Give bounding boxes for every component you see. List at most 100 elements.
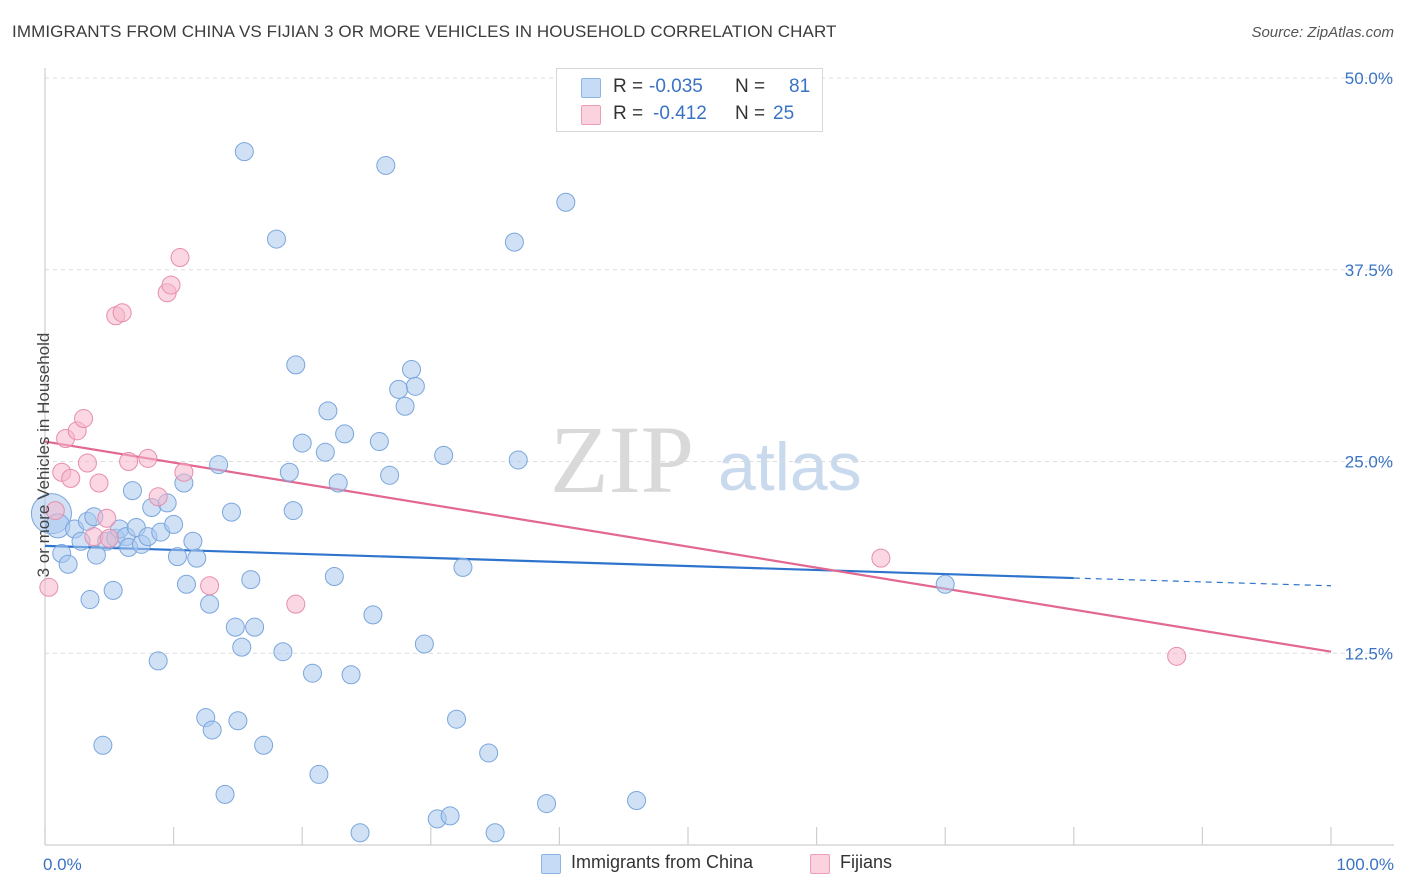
point-china <box>286 355 306 375</box>
point-china <box>122 481 142 501</box>
y-tick-label: 37.5% <box>1345 261 1393 280</box>
point-china <box>187 548 207 568</box>
point-china <box>215 784 235 804</box>
point-china <box>447 709 467 729</box>
point-china <box>376 155 396 175</box>
legend-swatch-fijians <box>810 854 830 874</box>
r-value: -0.412 <box>653 103 707 124</box>
point-china <box>164 514 184 534</box>
point-china <box>93 735 113 755</box>
point-china <box>350 823 370 843</box>
point-china <box>292 433 312 453</box>
point-china <box>245 617 265 637</box>
x-tick-label-max: 100.0% <box>1336 855 1394 874</box>
point-china <box>80 590 100 610</box>
point-china <box>935 574 955 594</box>
point-china <box>341 665 361 685</box>
point-china <box>225 617 245 637</box>
legend-label-fijians: Fijians <box>840 852 893 872</box>
point-china <box>485 823 505 843</box>
axes <box>44 68 1394 846</box>
point-china <box>266 229 286 249</box>
point-china <box>234 142 254 162</box>
trend-line-china <box>44 544 1074 580</box>
tick-labels: 12.5% 25.0% 37.5% 50.0% 0.0% 100.0% <box>43 69 1394 874</box>
point-china <box>283 501 303 521</box>
point-china <box>389 379 409 399</box>
legend-swatch-china <box>541 854 561 874</box>
point-china <box>504 232 524 252</box>
point-china <box>202 720 222 740</box>
point-china <box>380 465 400 485</box>
point-china <box>440 806 460 826</box>
point-china <box>103 580 123 600</box>
point-fijians <box>1167 646 1187 666</box>
point-china <box>309 764 329 784</box>
n-label: N = <box>735 103 766 124</box>
trend-extension-china <box>1073 577 1332 587</box>
point-china <box>209 455 229 475</box>
point-fijians <box>174 462 194 482</box>
data-points <box>30 142 1187 843</box>
y-axis-label: 3 or more Vehicles in Household <box>34 332 53 578</box>
y-tick-label: 12.5% <box>1345 644 1393 663</box>
point-china <box>183 531 203 551</box>
point-china <box>318 401 338 421</box>
point-fijians <box>138 448 158 468</box>
x-tick-label-min: 0.0% <box>43 855 82 874</box>
point-china <box>167 547 187 567</box>
y-tick-label: 25.0% <box>1345 453 1393 472</box>
point-china <box>86 545 106 565</box>
point-china <box>273 642 293 662</box>
point-china <box>200 594 220 614</box>
point-china <box>228 711 248 731</box>
point-china <box>402 359 422 379</box>
point-china <box>232 637 252 657</box>
point-china <box>335 424 355 444</box>
point-fijians <box>45 501 65 521</box>
r-label: R = <box>613 103 644 124</box>
point-fijians <box>286 594 306 614</box>
source-credit: Source: ZipAtlas.com <box>1251 24 1394 41</box>
y-tick-label: 50.0% <box>1345 69 1393 88</box>
point-china <box>537 794 557 814</box>
point-fijians <box>97 508 117 528</box>
point-china <box>414 634 434 654</box>
point-fijians <box>119 452 139 471</box>
point-fijians <box>871 548 891 568</box>
point-china <box>395 396 415 416</box>
point-china <box>363 605 383 625</box>
stats-legend: R = -0.035 N = 81 R = -0.412 N = 25 <box>556 68 823 132</box>
watermark-atlas: atlas <box>718 429 862 505</box>
point-china <box>279 462 299 482</box>
point-china <box>221 502 241 522</box>
point-fijians <box>61 468 81 488</box>
point-china <box>148 651 168 671</box>
stats-row-fijians: R = -0.412 N = 25 <box>557 101 822 127</box>
point-china <box>176 574 196 594</box>
r-label: R = <box>613 76 644 97</box>
legend-label-china: Immigrants from China <box>571 852 754 872</box>
point-china <box>556 192 576 212</box>
n-value: 25 <box>773 103 795 124</box>
point-fijians <box>200 576 220 596</box>
trend-lines <box>44 440 1332 653</box>
point-china <box>302 663 322 683</box>
point-china <box>315 442 335 462</box>
point-fijians <box>148 487 168 507</box>
r-value: -0.035 <box>649 76 703 97</box>
point-china <box>254 735 274 755</box>
legend-swatch-china <box>581 78 601 98</box>
trend-line-fijians <box>44 440 1332 653</box>
point-fijians <box>112 303 132 323</box>
point-china <box>479 743 499 763</box>
point-fijians <box>170 247 190 267</box>
stats-row-china: R = -0.035 N = 81 <box>557 74 822 100</box>
legend-swatch-fijians <box>581 105 601 125</box>
n-value: 81 <box>789 76 811 97</box>
point-china <box>627 791 647 811</box>
point-china <box>405 376 425 396</box>
point-fijians <box>89 473 109 493</box>
chart-title: IMMIGRANTS FROM CHINA VS FIJIAN 3 OR MOR… <box>12 22 837 41</box>
